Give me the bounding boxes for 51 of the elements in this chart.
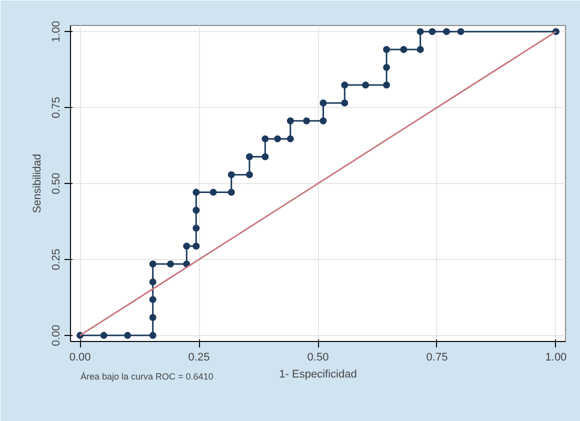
point — [286, 135, 294, 142]
x-tick-label: 1.00 — [545, 352, 567, 364]
x-tick-label: 0.50 — [307, 352, 329, 364]
text: Área bajo la curva ROC = 0.6410 — [80, 372, 214, 382]
point — [416, 46, 424, 53]
point — [149, 314, 156, 321]
point — [192, 242, 200, 250]
point — [303, 117, 310, 124]
point — [400, 46, 408, 53]
y-tick-label: 1.00 — [50, 20, 62, 42]
point — [362, 82, 370, 89]
point — [149, 296, 156, 304]
point — [210, 188, 217, 196]
y-tick-label: 0.25 — [50, 248, 62, 270]
y-tick-label: 0.50 — [50, 172, 62, 194]
point — [443, 28, 450, 36]
point — [416, 28, 424, 36]
point — [428, 28, 436, 36]
point — [383, 46, 390, 53]
y-tick-label: 0.75 — [50, 96, 62, 118]
point — [383, 64, 390, 71]
point — [320, 99, 327, 106]
point — [341, 99, 348, 106]
x-tick-label: 0.75 — [426, 352, 448, 364]
point — [246, 153, 253, 160]
point — [341, 82, 348, 89]
point — [383, 82, 390, 89]
point — [192, 206, 200, 214]
point — [262, 153, 269, 160]
point — [274, 135, 282, 142]
x-tick-label: 0.25 — [188, 352, 210, 364]
point — [124, 332, 132, 339]
point — [192, 224, 200, 232]
point — [149, 260, 156, 268]
point — [166, 260, 174, 268]
x-axis-title: 1- Especificidad — [279, 368, 357, 380]
point — [228, 171, 235, 178]
point — [457, 28, 464, 36]
point — [262, 135, 269, 142]
point — [192, 188, 200, 196]
point — [149, 332, 156, 339]
point — [100, 332, 108, 339]
y-tick-label: 0.00 — [50, 324, 62, 346]
point — [183, 242, 190, 250]
point — [149, 278, 156, 286]
y-axis-title: Sensibilidad — [32, 154, 44, 214]
x-tick-label: 0.00 — [69, 352, 91, 364]
point — [286, 117, 294, 124]
point — [320, 117, 327, 124]
point — [246, 171, 253, 178]
point — [228, 188, 235, 196]
